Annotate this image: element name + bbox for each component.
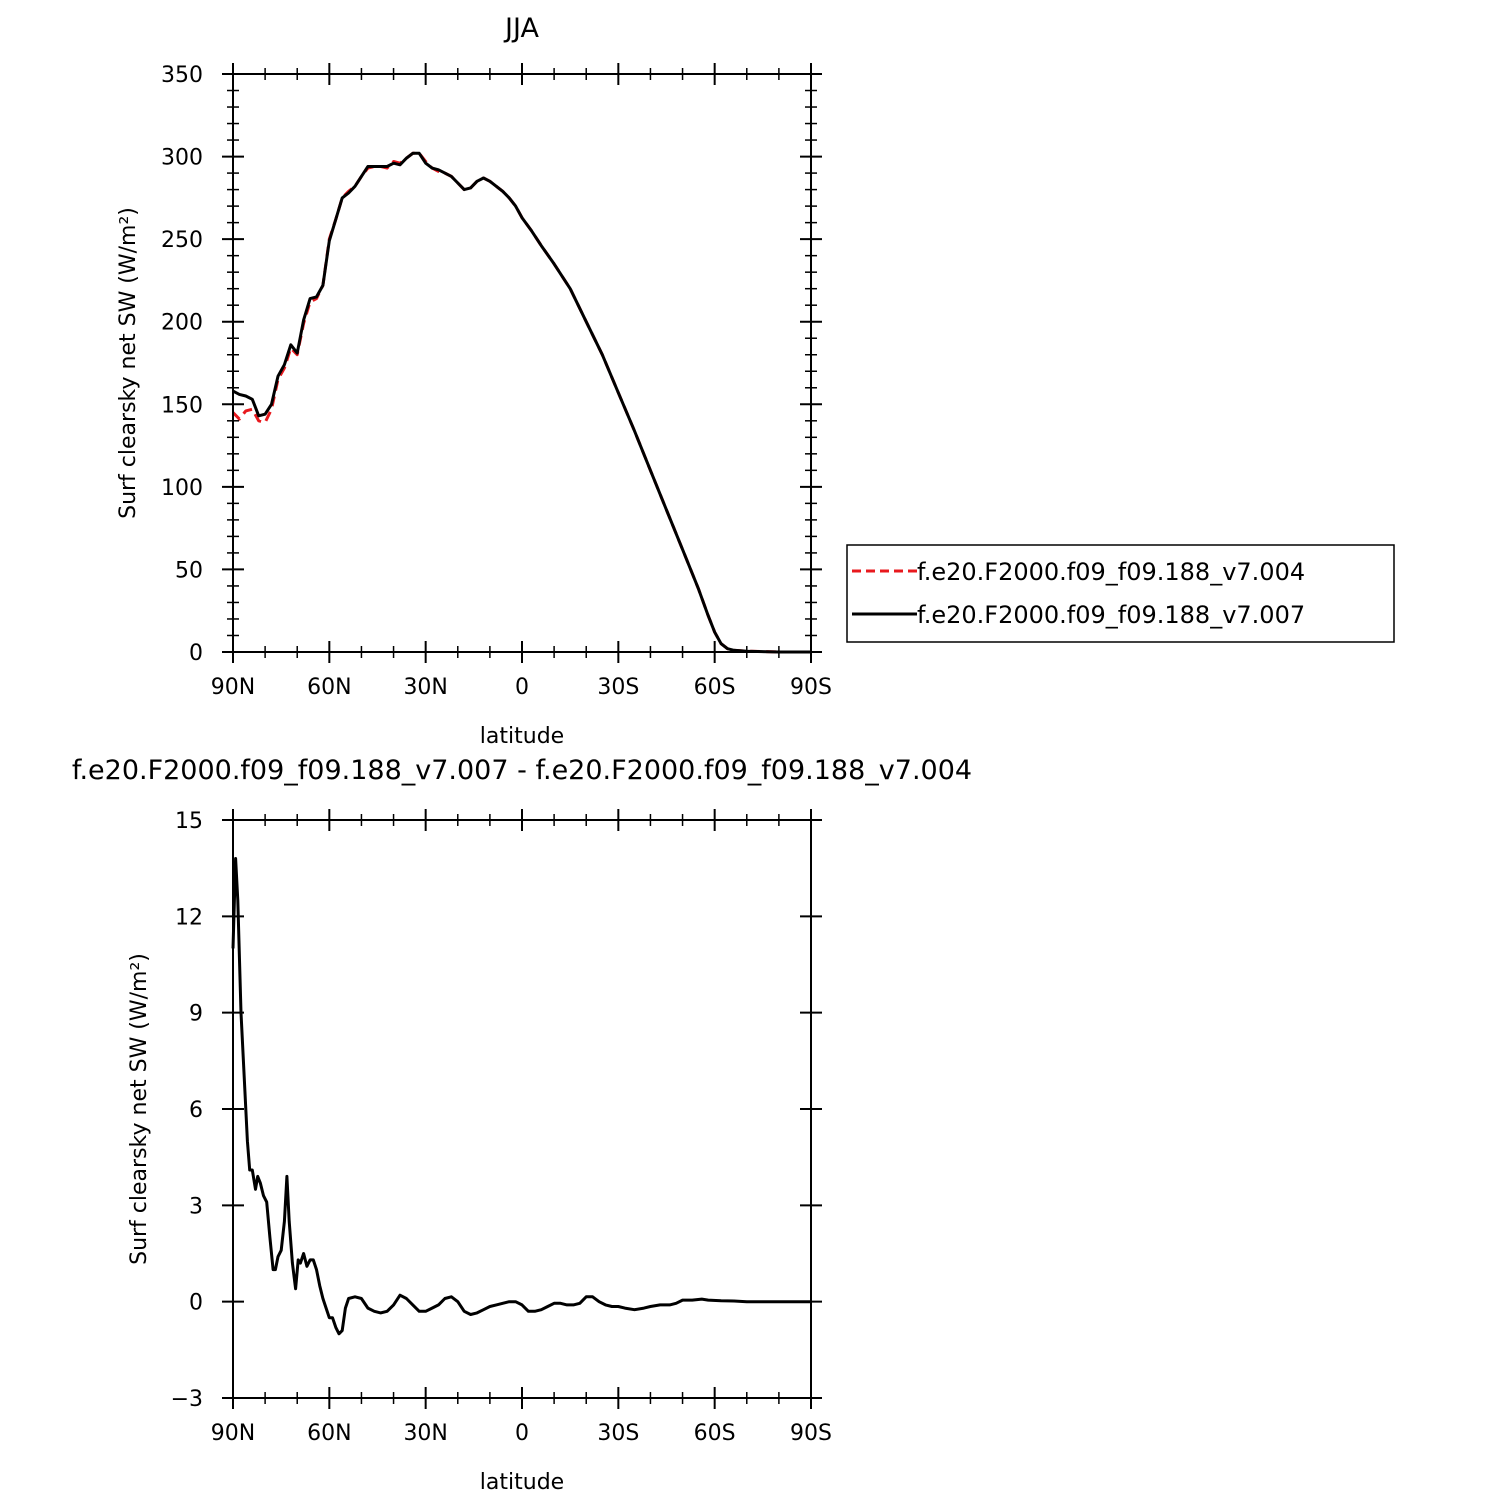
bottom-y-tick-label: 3 <box>189 1194 203 1219</box>
top-y-tick-label: 150 <box>161 393 203 418</box>
top-y-tick-label: 200 <box>161 311 203 336</box>
top-x-tick-label: 60N <box>307 675 351 700</box>
bottom-y-tick-label: 12 <box>175 905 203 930</box>
bottom-y-tick-label: 15 <box>175 809 203 834</box>
top-x-tick-label: 90N <box>211 675 255 700</box>
bottom-x-tick-label: 60N <box>307 1421 351 1446</box>
top-title: JJA <box>503 13 539 44</box>
bottom-y-tick-label: 0 <box>189 1291 203 1316</box>
top-series-line-2 <box>232 151 811 654</box>
bottom-plot-frame <box>232 819 812 1399</box>
top-tick-layer: 90N 60N 30N 0 30S 60S 90S 0 50 100 150 200 250 300 350 <box>161 63 832 700</box>
bottom-y-axis-label: Surf clearsky net SW (W/m²) <box>127 953 152 1265</box>
top-x-tick-label: 60S <box>694 675 736 700</box>
top-y-tick-label: 350 <box>161 63 203 88</box>
bottom-y-tick-label: 6 <box>189 1098 203 1123</box>
bottom-title: f.e20.F2000.f09_f09.188_v7.007 - f.e20.F… <box>72 755 972 786</box>
legend: f.e20.F2000.f09_f09.188_v7.004 f.e20.F20… <box>846 544 1395 643</box>
bottom-x-tick-label: 90S <box>790 1421 832 1446</box>
top-y-tick-label: 300 <box>161 146 203 171</box>
bottom-x-tick-label: 60S <box>694 1421 736 1446</box>
top-series-layer <box>231 151 811 654</box>
legend-label-v7004: f.e20.F2000.f09_f09.188_v7.004 <box>917 558 1305 586</box>
top-x-tick-label: 90S <box>790 675 832 700</box>
bottom-x-tick-label: 30S <box>597 1421 639 1446</box>
legend-label-v7007: f.e20.F2000.f09_f09.188_v7.007 <box>917 601 1305 629</box>
bottom-x-axis-label: latitude <box>480 1470 564 1495</box>
bottom-x-tick-label: 90N <box>211 1421 255 1446</box>
top-x-tick-label: 0 <box>515 675 529 700</box>
top-x-tick-label: 30S <box>597 675 639 700</box>
top-y-tick-label: 50 <box>175 558 203 583</box>
bottom-x-tick-label: 0 <box>515 1421 529 1446</box>
bottom-tick-layer: 90N 60N 30N 0 30S 60S 90S −3 0 3 6 9 12 15 <box>171 809 832 1446</box>
top-x-axis-label: latitude <box>480 724 564 749</box>
bottom-y-tick-label: 9 <box>189 1002 203 1027</box>
top-y-tick-label: 100 <box>161 476 203 501</box>
top-y-tick-label: 250 <box>161 228 203 253</box>
legend-box <box>846 544 1395 643</box>
top-y-axis-label: Surf clearsky net SW (W/m²) <box>116 207 141 519</box>
top-panel: JJA 90N 60N 30N 0 30S 60S 90S 0 50 100 150 200 250 30… <box>116 13 832 749</box>
bottom-y-tick-label: −3 <box>171 1387 203 1412</box>
top-series-line-1 <box>231 151 811 654</box>
bottom-series-line-1 <box>231 857 811 1336</box>
bottom-series-layer <box>231 857 811 1336</box>
top-plot-frame <box>232 73 812 653</box>
bottom-x-tick-label: 30N <box>403 1421 447 1446</box>
top-y-tick-label: 0 <box>189 641 203 666</box>
bottom-panel: f.e20.F2000.f09_f09.188_v7.007 - f.e20.F… <box>72 755 972 1495</box>
top-x-tick-label: 30N <box>403 675 447 700</box>
